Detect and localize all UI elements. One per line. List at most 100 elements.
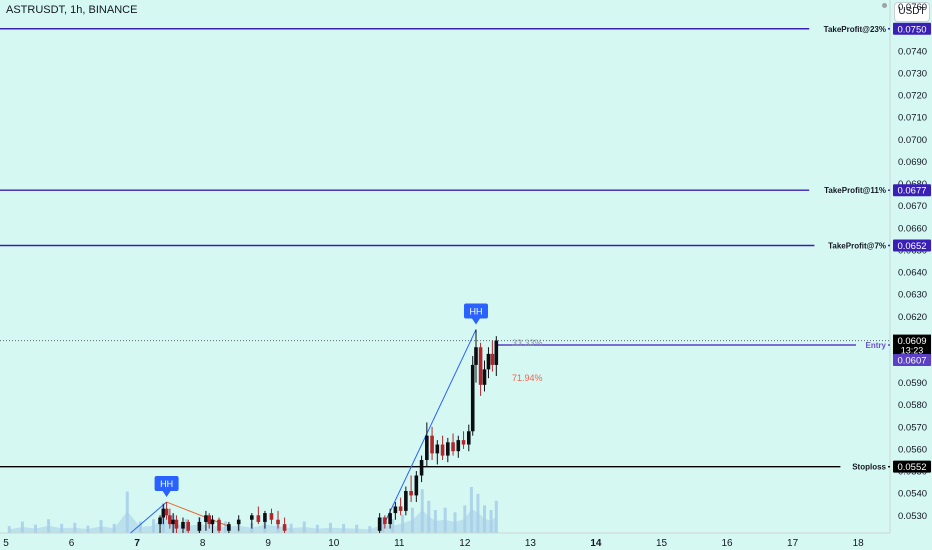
x-tick-label: 9 (265, 538, 271, 549)
level-name: TakeProfit@11% (824, 186, 886, 195)
volume-bar (463, 505, 467, 533)
candle-body (236, 519, 241, 525)
level-price-label: 0.0652 (897, 241, 926, 252)
volume-bar (489, 510, 493, 533)
candle-body (478, 347, 483, 385)
level-price-tag (893, 239, 931, 252)
candle-body (276, 519, 280, 525)
x-tick-label: 12 (459, 538, 471, 549)
y-tick-label: 0.0570 (898, 422, 927, 433)
candle-body (171, 519, 175, 525)
level-price-tag (893, 460, 931, 473)
level-name: TakeProfit@7% (828, 241, 886, 250)
countdown-label: 13:23 (901, 346, 924, 356)
candle-body (466, 431, 471, 445)
candle-body (164, 508, 169, 516)
x-tick-label: 13 (525, 538, 537, 549)
volume-bar (151, 519, 155, 533)
y-tick-label: 0.0640 (898, 268, 927, 279)
candle-body (482, 369, 487, 385)
candle-body (256, 515, 261, 522)
volume-bar (427, 500, 431, 533)
y-tick-label: 0.0730 (898, 68, 927, 79)
trend-line (385, 329, 477, 520)
candle-body (456, 440, 461, 452)
settings-dot-icon[interactable] (882, 3, 887, 8)
candle-body (383, 517, 387, 525)
y-tick-label: 0.0670 (898, 201, 927, 212)
x-tick-label: 6 (69, 538, 75, 549)
volume-bar (494, 500, 498, 533)
candle-body (398, 506, 403, 511)
level-price-label: 0.0750 (897, 24, 926, 35)
currency-button[interactable]: USDT (894, 2, 930, 22)
candle-body (486, 353, 491, 370)
volume-bar (125, 491, 129, 533)
volume-bar (355, 524, 359, 533)
volume-bar (86, 525, 90, 533)
volume-bar (73, 522, 77, 533)
candle-body (217, 519, 221, 531)
candle-body (494, 340, 499, 365)
hh-marker-box (154, 476, 179, 492)
hh-marker-label: HH (469, 307, 482, 317)
x-tick-label: 7 (134, 538, 140, 549)
entry-price-tag (893, 354, 931, 367)
candle-body (430, 435, 434, 454)
candle-body (158, 517, 162, 525)
volume-bar (224, 521, 228, 533)
candle-body (197, 521, 202, 531)
volume-bar (184, 519, 188, 533)
volume-bar (33, 524, 37, 533)
percent-annotation: 71.94% (512, 373, 543, 383)
volume-bar (401, 514, 405, 533)
x-tick-label: 11 (394, 538, 405, 549)
volume-bar (20, 521, 24, 533)
symbol-title: ASTRUSDT, 1h, BINANCE (6, 4, 138, 16)
price-axis: 0.0760 0.0750 0.0740 0.0730 0.0720 0.0710 0.07… (889, 0, 927, 533)
candle-body (250, 515, 254, 520)
candle-body (474, 347, 478, 365)
x-tick-label: 15 (656, 538, 668, 549)
candle-body (186, 521, 191, 531)
level-price-label: 0.0677 (897, 186, 926, 197)
candle-body (282, 524, 287, 531)
y-tick-label: 0.0660 (898, 223, 927, 234)
x-tick-label: 17 (787, 538, 799, 549)
level-name: Stoploss (852, 463, 886, 472)
y-tick-label: 0.0720 (898, 91, 927, 102)
candle-body (161, 508, 166, 518)
time-axis: 5 6 7 8 9 10 11 12 13 14 15 16 17 18 (0, 532, 890, 549)
candle-body (461, 440, 466, 445)
percent-annotation: 33.33% (512, 338, 543, 348)
x-tick-label: 14 (590, 538, 602, 549)
level-price-tag (893, 184, 931, 197)
volume-bar (410, 507, 414, 533)
candle-body (414, 475, 419, 496)
volume-bar (99, 520, 103, 533)
volume-bar (289, 523, 293, 533)
candle-body (425, 435, 429, 461)
volume-bar (483, 505, 487, 533)
y-tick-label: 0.0740 (898, 46, 927, 57)
level-name-bg (809, 184, 888, 197)
candle-body (393, 506, 398, 514)
level-price-label: 0.0552 (897, 462, 926, 473)
volume-bar (60, 523, 64, 533)
level-name-bg (814, 239, 888, 252)
annotations-layer: 33.33% 71.94% (512, 338, 543, 383)
last-price-label: 0.0609 (897, 336, 926, 347)
candle-body (377, 517, 382, 531)
candle-body (446, 442, 450, 456)
candle-body (181, 521, 185, 529)
y-tick-label: 0.0580 (898, 400, 927, 411)
candle-body (204, 515, 208, 522)
volume-bar (476, 493, 480, 533)
y-tick-label: 0.0690 (898, 157, 927, 168)
entry-price-label: 0.0607 (897, 356, 926, 367)
candle-body (207, 515, 212, 525)
hh-marker-label: HH (160, 479, 173, 489)
volume-bar (47, 519, 51, 533)
